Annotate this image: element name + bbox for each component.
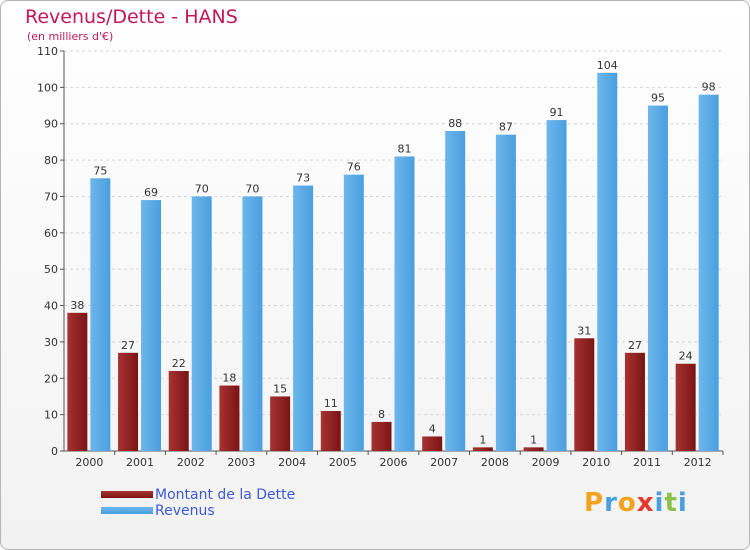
chart-subtitle: (en milliers d'€) [27,30,114,43]
y-tick-label: 80 [44,154,58,167]
debt-bar [118,352,139,451]
debt-bar [270,396,291,451]
x-tick-label: 2007 [430,456,458,469]
debt-bar [574,338,595,451]
revenue-bar [445,131,466,451]
data-label: 31 [577,324,591,337]
data-label: 18 [222,372,236,385]
debt-bar [422,436,443,451]
debt-bar [523,447,544,451]
y-tick-label: 30 [44,336,58,349]
data-label: 27 [121,339,135,352]
revenue-bar [242,196,263,451]
legend-swatch-revenue [101,507,153,514]
y-tick-label: 70 [44,190,58,203]
x-tick-label: 2000 [75,456,103,469]
y-tick-label: 20 [44,372,58,385]
debt-bar [472,447,493,451]
data-label: 76 [347,161,361,174]
x-tick-label: 2008 [481,456,509,469]
y-tick-label: 50 [44,263,58,276]
x-tick-label: 2010 [582,456,610,469]
data-label: 98 [702,81,716,94]
data-label: 27 [628,339,642,352]
legend-label-debt: Montant de la Dette [155,487,296,503]
revenue-bar [597,72,618,452]
data-label: 95 [651,92,665,105]
x-tick-label: 2012 [684,456,712,469]
data-label: 1 [479,433,486,446]
x-tick-label: 2011 [633,456,661,469]
data-label: 75 [93,164,107,177]
revenue-bar [191,196,212,451]
data-label: 70 [245,182,259,195]
debt-bar [371,421,392,451]
proxiti-logo: Proxiti [584,488,688,518]
debt-bar [168,371,189,451]
data-label: 104 [597,59,618,72]
debt-bar [675,363,696,451]
debt-bar [67,312,88,451]
data-label: 87 [499,121,513,134]
data-label: 8 [378,408,385,421]
y-tick-label: 10 [44,409,58,422]
data-label: 70 [195,182,209,195]
data-label: 81 [398,142,412,155]
data-label: 1 [530,433,537,446]
revenue-bar [647,105,668,451]
debt-bar [624,352,645,451]
y-tick-label: 40 [44,300,58,313]
logo-letter: o [617,488,637,518]
logo-letter: P [584,488,605,518]
legend-swatch-debt [101,491,153,498]
logo-letter: i [654,488,665,518]
logo-letter: r [604,488,618,518]
revenue-bar [293,185,314,451]
logo-letter: x [636,488,655,518]
x-tick-label: 2006 [380,456,408,469]
revenue-bar [698,94,719,452]
revenue-bar [546,120,567,451]
debt-bar [320,411,341,451]
y-tick-label: 60 [44,227,58,240]
chart-title: Revenus/Dette - HANS [25,6,238,28]
y-tick-label: 110 [37,45,58,58]
data-label: 38 [70,299,84,312]
data-label: 69 [144,186,158,199]
x-tick-label: 2003 [227,456,255,469]
data-label: 24 [679,350,693,363]
revenue-bar [495,134,516,452]
y-tick-label: 100 [37,81,58,94]
revenue-bar [141,200,162,451]
y-tick-label: 0 [51,445,58,458]
data-label: 91 [550,106,564,119]
x-tick-label: 2004 [278,456,306,469]
data-label: 73 [296,172,310,185]
y-tick-label: 90 [44,118,58,131]
x-tick-label: 2001 [126,456,154,469]
data-label: 22 [172,357,186,370]
x-tick-label: 2005 [329,456,357,469]
x-tick-label: 2009 [532,456,560,469]
logo-letter: i [677,488,688,518]
data-label: 15 [273,382,287,395]
data-label: 4 [429,422,436,435]
revenue-bar [394,156,415,452]
revenue-bar [343,174,364,452]
data-label: 88 [448,117,462,130]
data-label: 11 [324,397,338,410]
debt-bar [219,385,240,451]
logo-letter: t [664,488,678,518]
x-tick-label: 2002 [177,456,205,469]
revenue-bar [90,178,111,452]
legend-label-revenue: Revenus [155,503,215,519]
